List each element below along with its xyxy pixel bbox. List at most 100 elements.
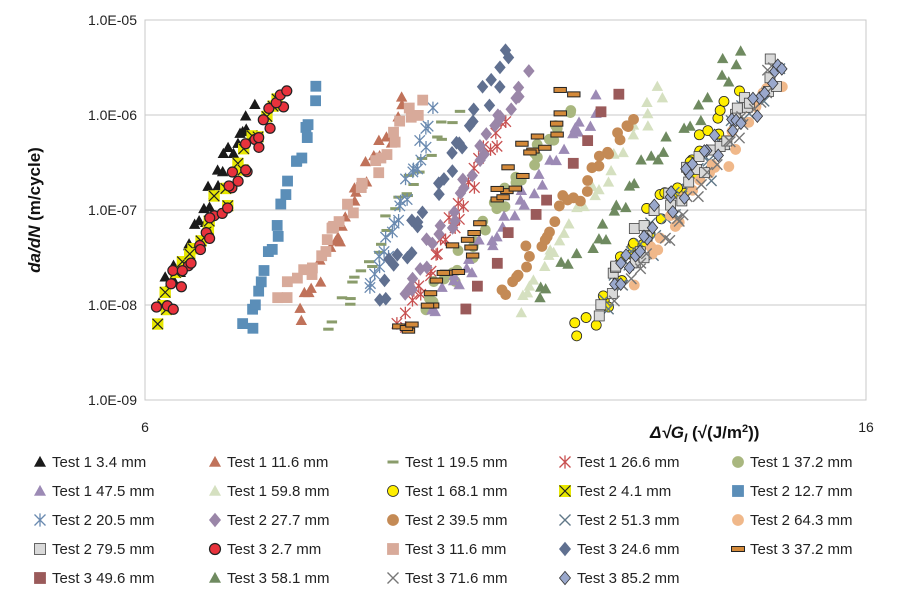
series-24-point-34 (776, 62, 788, 76)
legend-label-2: Test 1 11.6 mm (227, 454, 328, 471)
series-24-point-9 (638, 229, 650, 244)
series-15-point-5 (652, 244, 664, 256)
series-1-point-17 (202, 180, 214, 191)
series-9-point-4 (159, 286, 171, 298)
series-16-point-10 (628, 223, 640, 234)
series-20-point-8 (429, 277, 444, 284)
series-3-point-2 (326, 320, 338, 324)
series-20-point-24 (516, 172, 530, 179)
series-3-point-5 (345, 297, 356, 301)
y-axis-title: da/dN (m/cycle) (25, 147, 44, 273)
series-6-point-25 (550, 154, 562, 166)
series-21-point-4 (502, 227, 514, 239)
series-6-point-9 (463, 253, 475, 264)
legend-marker-12 (208, 512, 222, 528)
series-12-point-17 (466, 168, 479, 183)
legend-marker-4 (559, 455, 571, 469)
series-19-point-15 (438, 172, 450, 186)
series-20-point-34 (567, 91, 581, 98)
series-12-point-28 (510, 91, 522, 106)
series-7-point-6 (539, 260, 551, 272)
series-3-point-9 (367, 264, 378, 268)
series-3-point-20 (408, 182, 419, 186)
legend-marker-11 (34, 513, 46, 527)
series-3-point-10 (364, 260, 375, 264)
series-23-point-5 (634, 263, 647, 275)
series-1-point-4 (159, 271, 171, 282)
series-11-point-11 (392, 213, 405, 227)
series-20-point-32 (553, 110, 567, 117)
series-2-point-5 (305, 282, 317, 293)
legend-marker-3 (387, 460, 399, 464)
legend-label-1: Test 1 3.4 mm (52, 454, 146, 471)
series-17-point-17 (222, 202, 234, 214)
series-7-point-1 (515, 306, 528, 318)
series-3-point-14 (380, 214, 391, 218)
series-11-point-4 (373, 260, 386, 274)
series-7-point-26 (642, 120, 654, 131)
series-11-point-23 (422, 119, 434, 133)
series-17-point-6 (167, 264, 179, 277)
series-19-point-17 (446, 146, 458, 160)
series-10-point-10 (272, 230, 284, 242)
series-7-point-4 (523, 280, 536, 291)
series-7-point-19 (605, 164, 617, 176)
series-1-point-21 (216, 165, 229, 177)
series-6-point-4 (447, 274, 460, 286)
series-3-point-6 (347, 280, 358, 284)
y-tick-labels: 1.0E-09 1.0E-08 1.0E-07 1.0E-06 1.0E-05 (88, 12, 137, 408)
series-13-point-6 (521, 261, 532, 273)
series-22-point-20 (660, 131, 672, 142)
series-18-point-16 (342, 198, 353, 210)
legend-label-10: Test 2 12.7 mm (750, 483, 853, 500)
series-19-point-2 (380, 291, 392, 306)
legend-label-17: Test 3 2.7 mm (227, 541, 321, 558)
series-3-point-16 (393, 195, 404, 199)
series-15-point-16 (723, 161, 735, 172)
series-21 (460, 88, 625, 315)
legend-marker-22 (208, 571, 222, 583)
legend-item-1: Test 1 3.4 mm (33, 454, 146, 471)
series-20-point-26 (515, 140, 529, 147)
series-13-point-5 (512, 269, 524, 281)
series-13-point-16 (557, 190, 569, 201)
series-11-point-2 (364, 277, 377, 290)
series-2-point-26 (395, 91, 408, 102)
series-13-point-2 (500, 289, 512, 300)
series-2-point-21 (373, 134, 385, 145)
legend-item-24: Test 3 85.2 mm (558, 570, 680, 587)
series-20-point-29 (530, 133, 545, 140)
series-13 (496, 113, 639, 300)
series-20-point-21 (490, 185, 504, 192)
series-15-point-1 (628, 279, 640, 291)
legend-item-20: Test 3 37.2 mm (731, 541, 853, 558)
series-21-point-6 (541, 194, 552, 206)
series-9-point-1 (152, 318, 164, 330)
series-16-point-3 (606, 288, 618, 299)
series-18-point-2 (281, 292, 293, 303)
legend-marker-9 (559, 485, 571, 497)
legend-marker-7 (208, 484, 222, 496)
series-3-point-26 (436, 120, 447, 124)
series-18-point-13 (327, 222, 339, 233)
series-18-point-1 (272, 292, 284, 304)
series-13-point-29 (621, 120, 633, 132)
series-13-point-14 (553, 200, 565, 212)
series-7-point-22 (617, 146, 629, 158)
series-18-point-24 (388, 126, 399, 138)
series-22-point-25 (701, 91, 714, 103)
series-24-point-7 (634, 244, 646, 259)
series-22-point-15 (628, 177, 640, 189)
series-6-point-2 (426, 304, 438, 315)
series-8-point-1 (571, 330, 583, 342)
series-22-point-23 (695, 114, 707, 126)
series-12-point-29 (512, 80, 525, 95)
series-23-point-15 (701, 166, 713, 179)
series-16-point-20 (699, 167, 710, 179)
legend-marker-13 (387, 514, 399, 526)
series-20-point-10 (436, 269, 451, 276)
series-3-point-1 (323, 327, 334, 331)
series-20-point-12 (445, 242, 460, 249)
series-22-point-30 (734, 45, 747, 56)
series-22-point-3 (539, 283, 552, 294)
